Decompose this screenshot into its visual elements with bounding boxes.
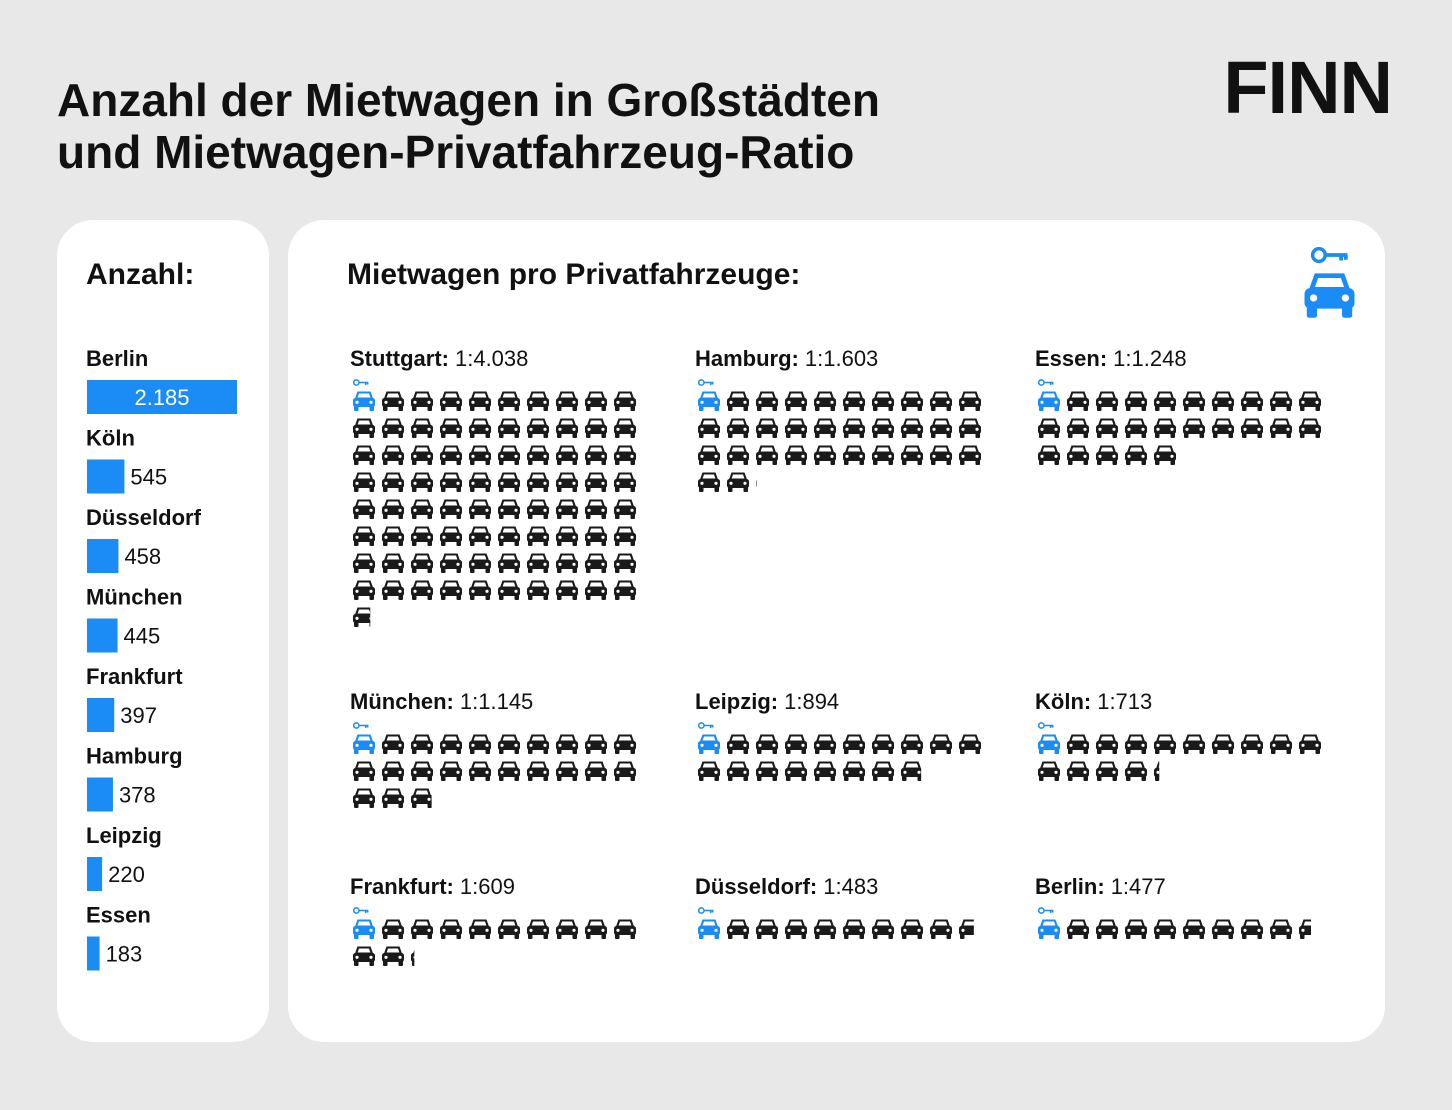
bar [87, 618, 118, 653]
ratio-label: 1:894 [784, 689, 839, 714]
bar [87, 539, 119, 573]
city-label: Essen: 1:1.248 [1035, 346, 1187, 371]
city-label: Frankfurt: 1:609 [350, 874, 515, 899]
title: Anzahl der Mietwagen in Großstädten [57, 74, 880, 126]
bar [87, 380, 237, 414]
city-name: Köln: [1035, 689, 1091, 714]
city-label: Stuttgart: 1:4.038 [350, 346, 528, 371]
value-label: 220 [108, 862, 145, 887]
category-label: Leipzig [86, 823, 162, 848]
ratio-label: 1:1.248 [1113, 346, 1186, 371]
panel [57, 220, 269, 1042]
city-name: Stuttgart: [350, 346, 449, 371]
city-name: Düsseldorf: [695, 874, 817, 899]
category-label: Frankfurt [86, 664, 183, 689]
category-label: Köln [86, 426, 135, 451]
bar [87, 459, 125, 494]
city-name: Frankfurt: [350, 874, 454, 899]
ratio-label: 1:609 [460, 874, 515, 899]
value-label: 545 [130, 465, 167, 490]
bar [87, 777, 113, 812]
logo: FINN [1223, 46, 1392, 129]
city-label: Hamburg: 1:1.603 [695, 346, 878, 371]
panel-title: Anzahl: [86, 258, 194, 291]
category-label: München [86, 585, 183, 610]
city-name: Hamburg: [695, 346, 799, 371]
value-label: 458 [124, 544, 161, 569]
bar [87, 936, 100, 971]
city-label: Berlin: 1:477 [1035, 874, 1166, 899]
ratio-label: 1:1.145 [460, 689, 533, 714]
category-label: Düsseldorf [86, 505, 202, 530]
value-label: 2.185 [134, 385, 189, 410]
city-name: Essen: [1035, 346, 1107, 371]
city-name: Leipzig: [695, 689, 778, 714]
city-label: Düsseldorf: 1:483 [695, 874, 878, 899]
ratio-label: 1:483 [823, 874, 878, 899]
category-label: Berlin [86, 346, 148, 371]
value-label: 183 [106, 942, 143, 967]
category-label: Essen [86, 903, 151, 928]
city-name: Berlin: [1035, 874, 1105, 899]
category-label: Hamburg [86, 744, 183, 769]
ratio-label: 1:1.603 [805, 346, 878, 371]
value-label: 397 [120, 703, 157, 728]
value-label: 445 [124, 624, 161, 649]
bar [87, 698, 115, 732]
title: und Mietwagen-Privatfahrzeug-Ratio [57, 126, 854, 178]
bar [87, 857, 103, 891]
panel-title: Mietwagen pro Privatfahrzeuge: [347, 258, 800, 291]
city-label: Köln: 1:713 [1035, 689, 1152, 714]
ratio-label: 1:477 [1111, 874, 1166, 899]
ratio-label: 1:713 [1097, 689, 1152, 714]
city-name: München: [350, 689, 454, 714]
city-label: München: 1:1.145 [350, 689, 533, 714]
panel [288, 220, 1385, 1042]
value-label: 378 [119, 783, 156, 808]
ratio-label: 1:4.038 [455, 346, 528, 371]
city-label: Leipzig: 1:894 [695, 689, 839, 714]
